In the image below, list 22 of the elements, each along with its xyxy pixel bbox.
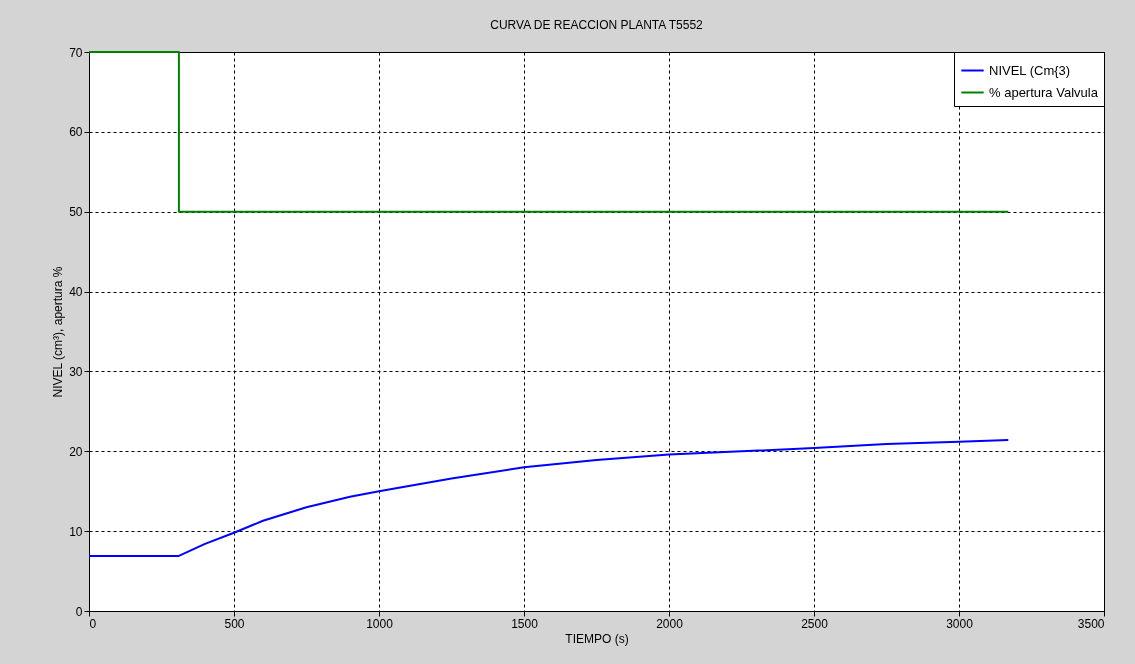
y-tick-label: 70 bbox=[69, 45, 83, 60]
x-tick-label: 2000 bbox=[656, 616, 684, 631]
x-tick-label: 3500 bbox=[1077, 616, 1105, 631]
y-tick-label: 0 bbox=[75, 604, 83, 619]
y-tick-label: 30 bbox=[69, 364, 83, 379]
y-axis-title: NIVEL (cm³), apertura % bbox=[51, 266, 66, 398]
legend-label: % apertura Valvula bbox=[989, 84, 1099, 100]
x-tick-label: 2500 bbox=[801, 616, 829, 631]
line-series bbox=[88, 439, 1010, 557]
x-axis-title: TIEMPO (s) bbox=[565, 631, 629, 646]
legend-label: NIVEL (Cm{3) bbox=[989, 62, 1071, 78]
y-tick-label: 10 bbox=[69, 524, 83, 539]
x-tick-label: 0 bbox=[89, 616, 97, 631]
y-tick-label: 20 bbox=[69, 444, 83, 459]
x-tick-label: 1000 bbox=[366, 616, 394, 631]
y-tick-label: 40 bbox=[69, 285, 83, 300]
x-tick-label: 500 bbox=[224, 616, 245, 631]
y-tick-label: 60 bbox=[69, 125, 83, 140]
x-tick-label: 1500 bbox=[511, 616, 539, 631]
y-tick-label: 50 bbox=[69, 205, 83, 220]
chart-title: CURVA DE REACCION PLANTA T5552 bbox=[490, 18, 704, 32]
x-tick-label: 3000 bbox=[946, 616, 974, 631]
